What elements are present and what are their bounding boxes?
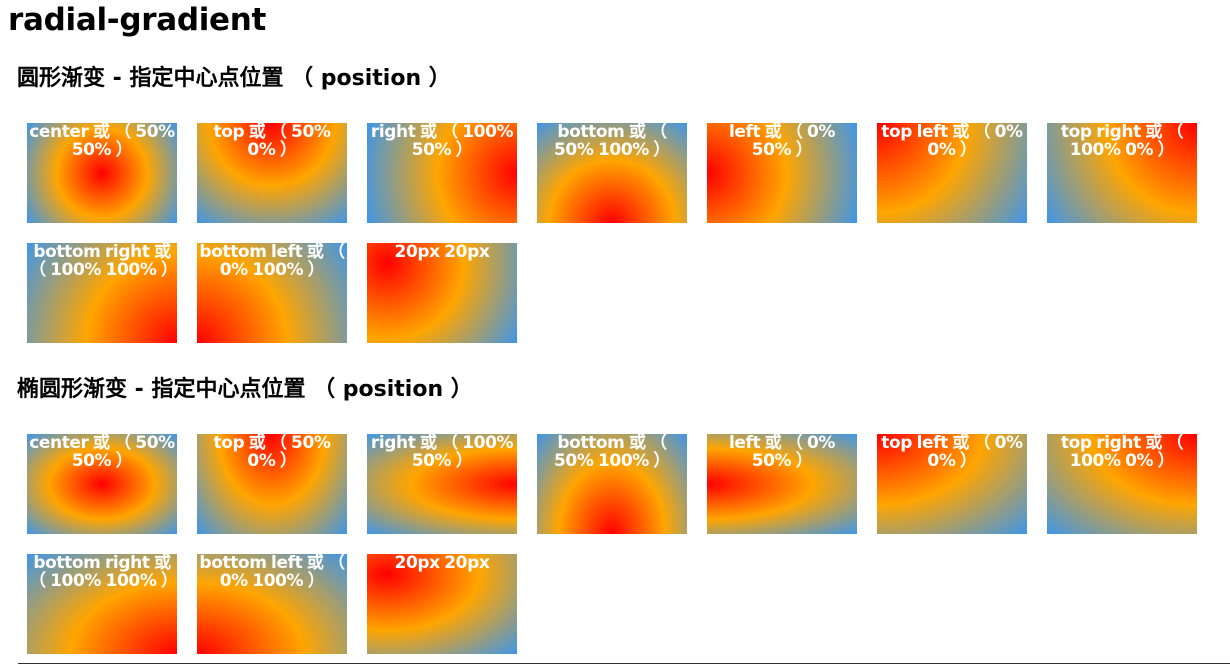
gradient-box-ellipse-9: bottom left 或 （ 0% 100% ） [197, 554, 347, 654]
gradient-box-label: top left 或 （ 0% 0% ） [881, 434, 1023, 471]
gradient-box-label: 20px 20px [394, 554, 490, 573]
gradient-box-label: center 或 （ 50% 50% ） [29, 123, 175, 160]
gradient-box-label: top right 或 （ 100% 0% ） [1060, 123, 1184, 160]
gradient-box-circle-9: bottom left 或 （ 0% 100% ） [197, 243, 347, 343]
gradient-box-label: bottom 或 （ 50% 100% ） [553, 434, 671, 471]
gradient-box-circle-7: top right 或 （ 100% 0% ） [1047, 123, 1197, 223]
gradient-box-circle-6: top left 或 （ 0% 0% ） [877, 123, 1027, 223]
gradient-box-circle-3: right 或 （ 100% 50% ） [367, 123, 517, 223]
gradient-box-ellipse-7: top right 或 （ 100% 0% ） [1047, 434, 1197, 534]
gradient-box-ellipse-4: bottom 或 （ 50% 100% ） [537, 434, 687, 534]
gradient-box-label: bottom right 或 （ 100% 100% ） [29, 243, 177, 280]
gradient-box-ellipse-6: top left 或 （ 0% 0% ） [877, 434, 1027, 534]
gradient-grid-circle: center 或 （ 50% 50% ） top 或 （ 50% 0% ） righ… [27, 123, 1217, 343]
gradient-box-label: center 或 （ 50% 50% ） [29, 434, 175, 471]
gradient-box-circle-8: bottom right 或 （ 100% 100% ） [27, 243, 177, 343]
divider [18, 663, 1230, 664]
gradient-box-label: bottom left 或 （ 0% 100% ） [199, 243, 345, 280]
gradient-box-circle-5: left 或 （ 0% 50% ） [707, 123, 857, 223]
gradient-box-ellipse-8: bottom right 或 （ 100% 100% ） [27, 554, 177, 654]
gradient-box-label: top left 或 （ 0% 0% ） [881, 123, 1023, 160]
gradient-box-circle-10: 20px 20px [367, 243, 517, 343]
gradient-box-label: bottom 或 （ 50% 100% ） [553, 123, 671, 160]
gradient-box-ellipse-1: center 或 （ 50% 50% ） [27, 434, 177, 534]
gradient-grid-ellipse: center 或 （ 50% 50% ） top 或 （ 50% 0% ） righ… [27, 434, 1217, 654]
gradient-box-label: top 或 （ 50% 0% ） [213, 434, 331, 471]
gradient-box-label: right 或 （ 100% 50% ） [370, 123, 514, 160]
gradient-box-label: right 或 （ 100% 50% ） [370, 434, 514, 471]
gradient-box-circle-2: top 或 （ 50% 0% ） [197, 123, 347, 223]
gradient-box-ellipse-5: left 或 （ 0% 50% ） [707, 434, 857, 534]
section-title-circle: 圆形渐变 - 指定中心点位置 （ position ） [17, 66, 451, 91]
gradient-box-label: left 或 （ 0% 50% ） [728, 123, 836, 160]
gradient-box-ellipse-3: right 或 （ 100% 50% ） [367, 434, 517, 534]
gradient-box-label: bottom right 或 （ 100% 100% ） [29, 554, 177, 591]
gradient-box-circle-1: center 或 （ 50% 50% ） [27, 123, 177, 223]
gradient-box-label: bottom left 或 （ 0% 100% ） [199, 554, 345, 591]
gradient-box-label: 20px 20px [394, 243, 490, 262]
gradient-box-ellipse-2: top 或 （ 50% 0% ） [197, 434, 347, 534]
gradient-box-ellipse-10: 20px 20px [367, 554, 517, 654]
gradient-box-label: top 或 （ 50% 0% ） [213, 123, 331, 160]
gradient-box-label: top right 或 （ 100% 0% ） [1060, 434, 1184, 471]
gradient-box-circle-4: bottom 或 （ 50% 100% ） [537, 123, 687, 223]
page-title: radial-gradient [8, 2, 267, 38]
gradient-box-label: left 或 （ 0% 50% ） [728, 434, 836, 471]
section-title-ellipse: 椭圆形渐变 - 指定中心点位置 （ position ） [17, 377, 473, 402]
